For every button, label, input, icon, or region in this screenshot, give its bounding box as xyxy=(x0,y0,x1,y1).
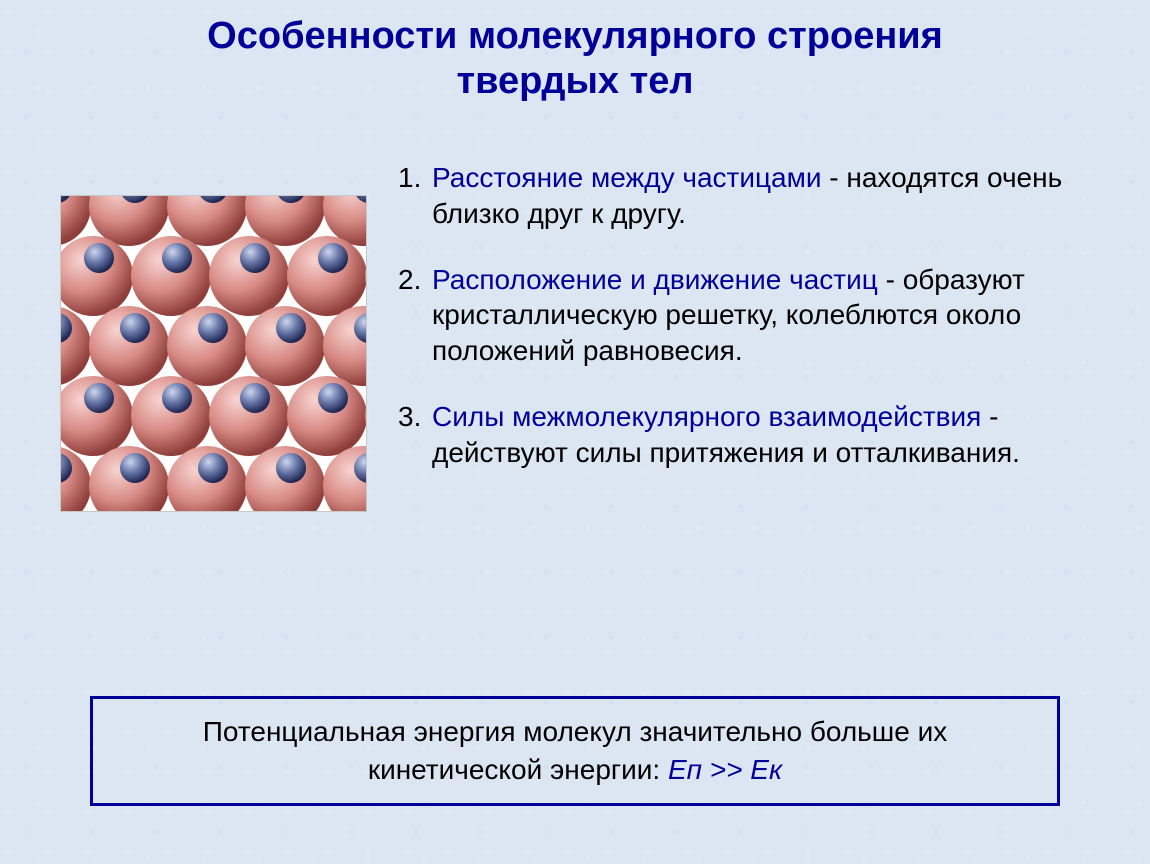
list-number: 3. xyxy=(398,399,432,471)
feature-list: 1.Расстояние между частицами - находятся… xyxy=(398,160,1098,501)
list-body: Расстояние между частицами - находятся о… xyxy=(432,160,1098,232)
energy-formula: Еп >> Ек xyxy=(668,754,782,785)
list-body: Силы межмолекулярного взаимодействия - д… xyxy=(432,399,1098,471)
list-lead-text: Расположение и движение частиц xyxy=(432,264,878,295)
title-line-1: Особенности молекулярного строения xyxy=(207,15,943,57)
energy-statement-box: Потенциальная энергия молекул значительн… xyxy=(90,696,1060,806)
title-line-2: твердых тел xyxy=(456,60,693,102)
list-item: 3.Силы межмолекулярного взаимодействия -… xyxy=(398,399,1098,471)
energy-statement-text: Потенциальная энергия молекул значительн… xyxy=(203,716,947,785)
list-item: 1.Расстояние между частицами - находятся… xyxy=(398,160,1098,232)
slide-title: Особенности молекулярного строения тверд… xyxy=(0,14,1150,104)
slide: Особенности молекулярного строения тверд… xyxy=(0,0,1150,864)
lattice-svg xyxy=(61,196,366,511)
list-number: 2. xyxy=(398,262,432,369)
list-lead-text: Расстояние между частицами xyxy=(432,162,822,193)
list-item: 2.Расположение и движение частиц - образ… xyxy=(398,262,1098,369)
list-body: Расположение и движение частиц - образую… xyxy=(432,262,1098,369)
list-number: 1. xyxy=(398,160,432,232)
list-lead-text: Силы межмолекулярного взаимодействия xyxy=(432,401,981,432)
molecular-lattice-image xyxy=(60,195,367,512)
